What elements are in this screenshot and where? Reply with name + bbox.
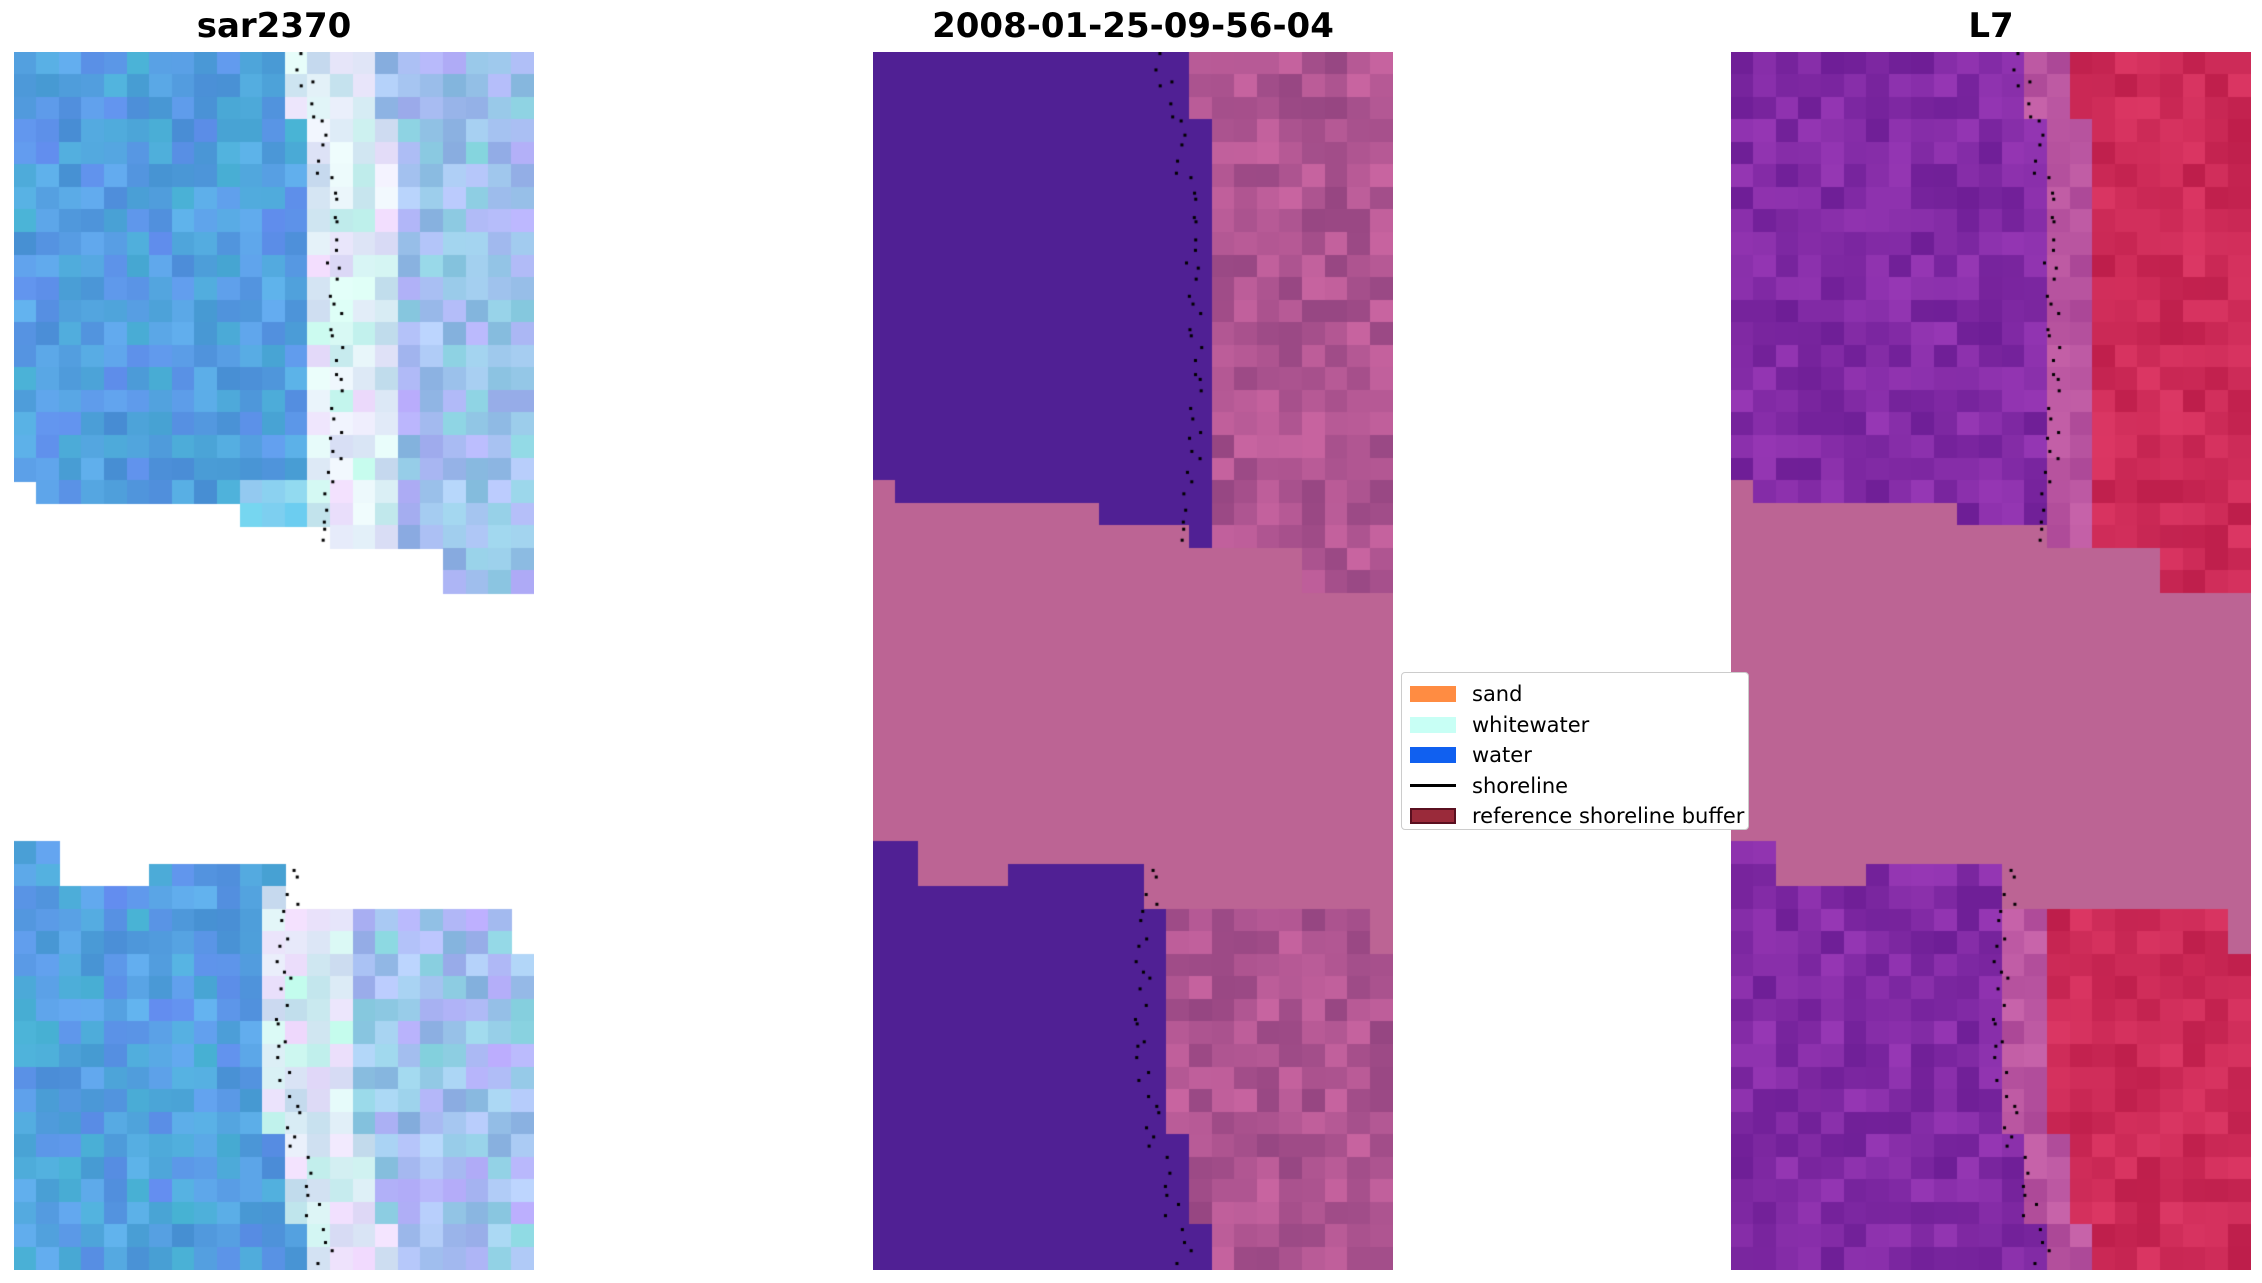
legend-label-whitewater: whitewater xyxy=(1472,712,1590,737)
legend-label-sand: sand xyxy=(1472,682,1523,707)
legend-item-water: water xyxy=(1410,740,1748,771)
legend-label-water: water xyxy=(1472,743,1532,768)
panel-title-rgb: sar2370 xyxy=(196,6,352,46)
shoreline-line-swatch xyxy=(1410,784,1456,788)
classified-image xyxy=(873,52,1393,1270)
panel-title-index: L7 xyxy=(1968,6,2014,46)
legend-item-reference-buffer: reference shoreline buffer xyxy=(1410,801,1748,832)
rgb-image xyxy=(14,52,534,1270)
index-image xyxy=(1731,52,2251,1270)
reference-buffer-swatch xyxy=(1410,808,1456,825)
rgb-image-panel xyxy=(14,52,534,1270)
legend-item-whitewater: whitewater xyxy=(1410,710,1748,741)
sand-swatch xyxy=(1410,686,1456,703)
legend-item-shoreline: shoreline xyxy=(1410,771,1748,802)
panel-title-classified: 2008-01-25-09-56-04 xyxy=(932,6,1334,46)
water-swatch xyxy=(1410,747,1456,764)
legend: sand whitewater water shoreline referenc… xyxy=(1401,672,1749,830)
index-image-panel xyxy=(1731,52,2251,1270)
classified-image-panel xyxy=(873,52,1393,1270)
legend-label-reference-buffer: reference shoreline buffer xyxy=(1472,804,1745,829)
legend-label-shoreline: shoreline xyxy=(1472,773,1569,798)
legend-item-sand: sand xyxy=(1410,679,1748,710)
whitewater-swatch xyxy=(1410,716,1456,733)
